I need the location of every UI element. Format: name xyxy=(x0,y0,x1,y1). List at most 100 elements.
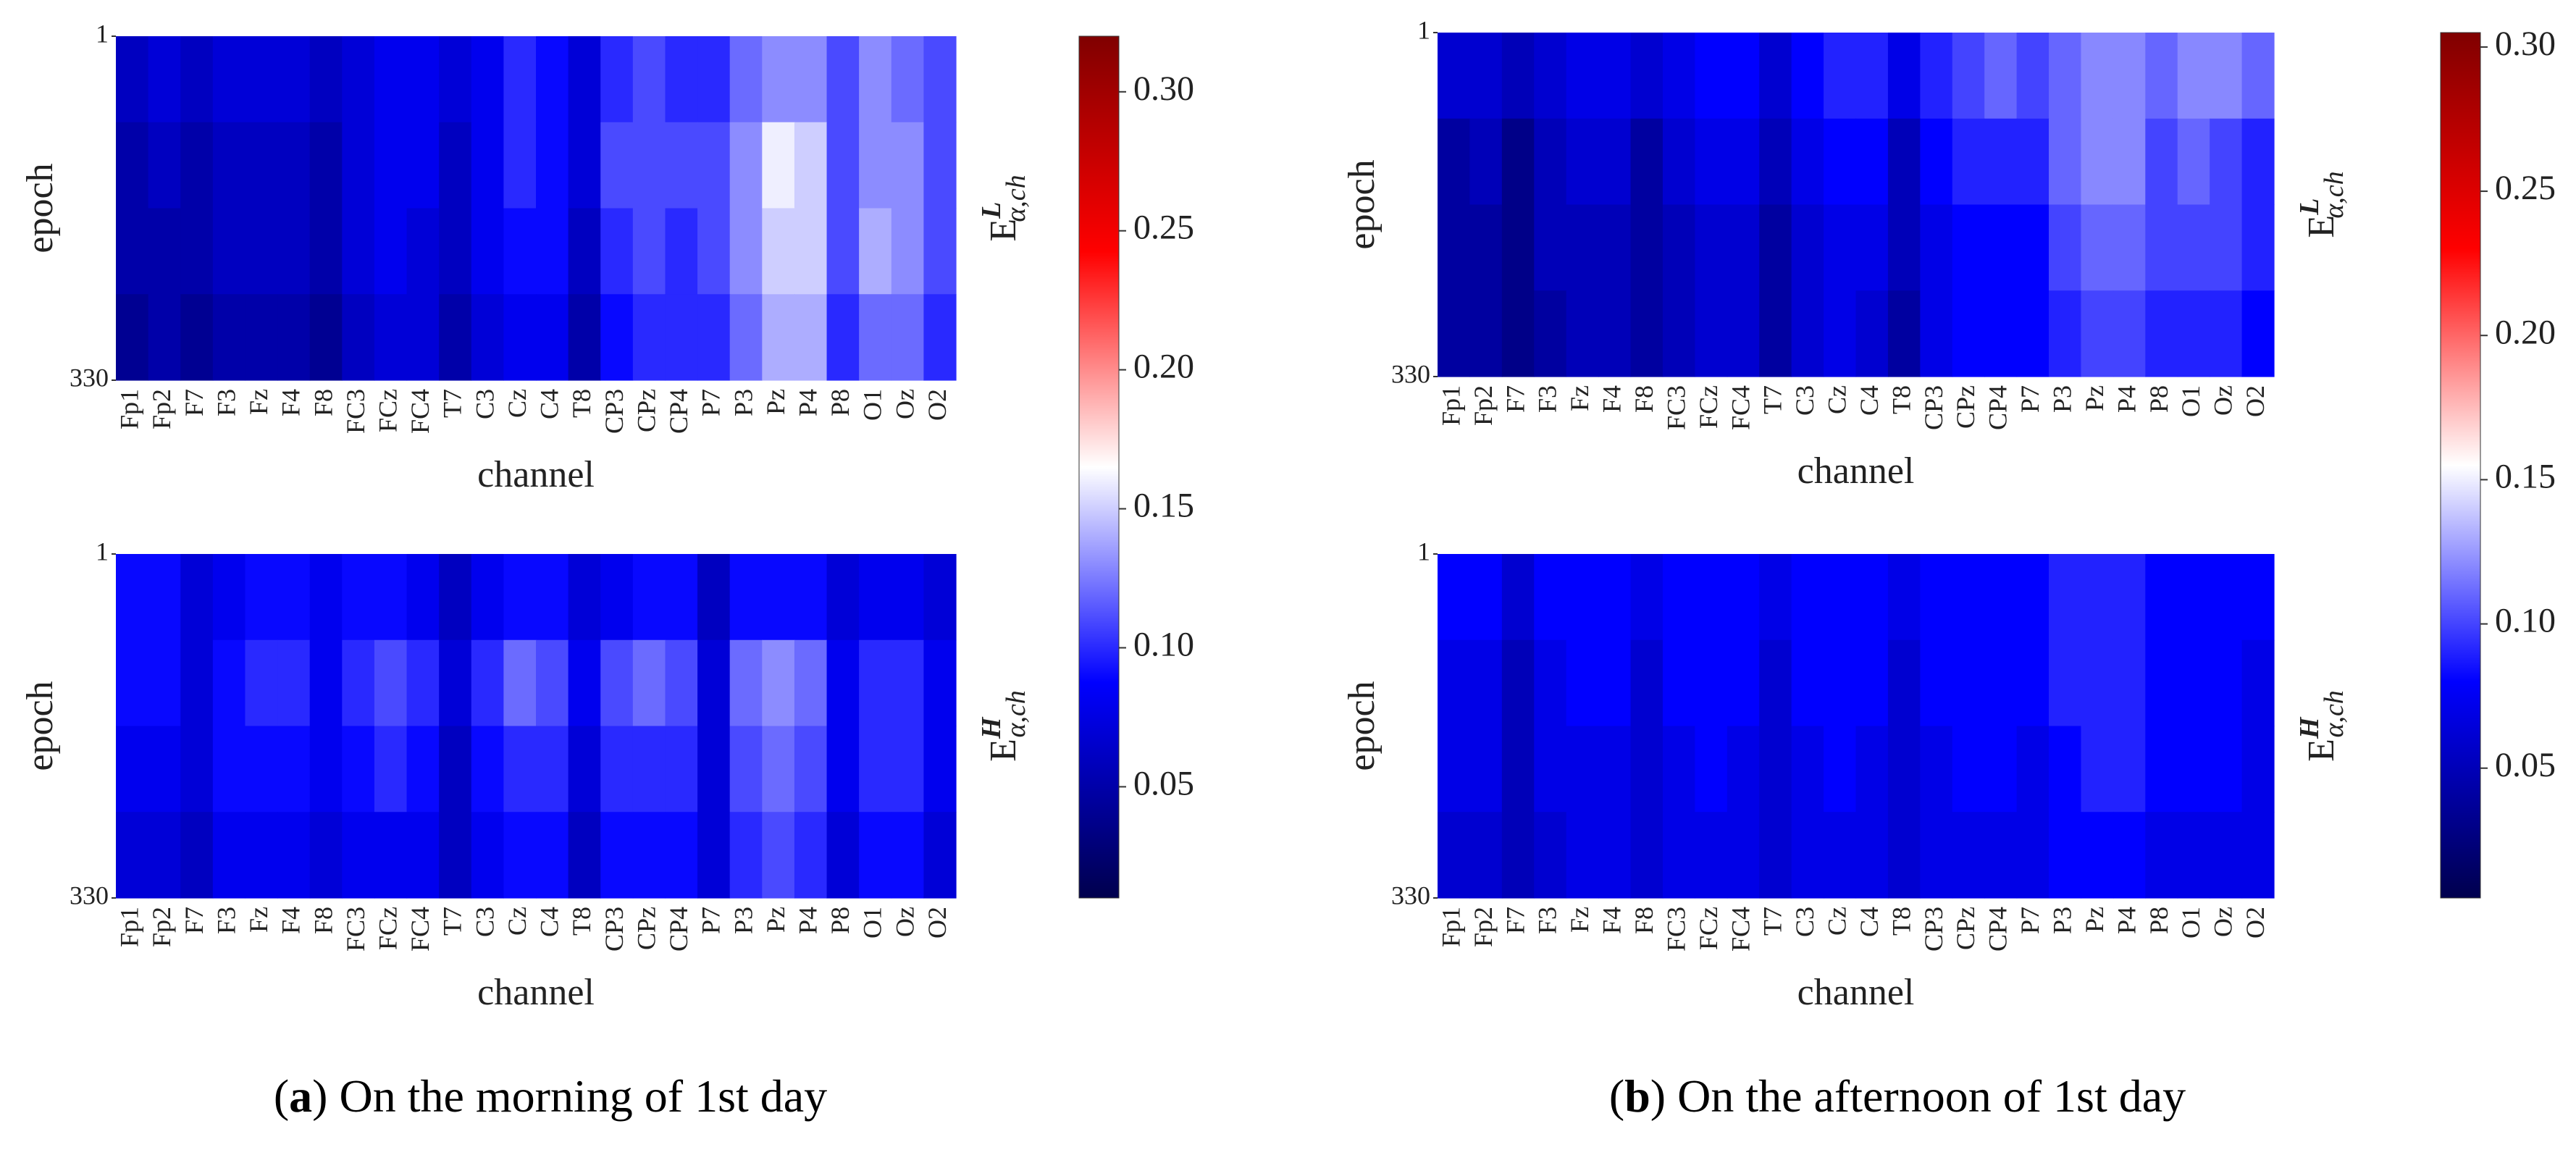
heatmap-cell xyxy=(1566,204,1599,291)
caption-a: (a) On the morning of 1st day xyxy=(274,1070,827,1122)
heatmap-cell xyxy=(2241,33,2275,119)
heatmap-cell xyxy=(309,208,343,295)
heatmap-cell xyxy=(1727,204,1760,291)
heatmap-cell xyxy=(826,294,860,381)
heatmap-cell xyxy=(374,208,408,295)
x-tick-label: F4 xyxy=(1598,385,1627,413)
heatmap-cell xyxy=(729,639,763,727)
heatmap-cell xyxy=(1566,554,1599,641)
x-tick-label: O1 xyxy=(2176,385,2205,417)
heatmap-cell xyxy=(1920,118,1953,206)
x-tick-label: FC3 xyxy=(1661,907,1690,952)
heatmap-cell xyxy=(2081,118,2114,206)
heatmap-cell xyxy=(212,726,246,813)
heatmap-cell xyxy=(1791,118,1824,206)
heatmap-cell xyxy=(1566,290,1599,377)
heatmap-cell xyxy=(1824,554,1857,641)
heatmap-cell xyxy=(891,812,924,899)
heatmap-cell xyxy=(116,122,149,209)
heatmap-cell xyxy=(1630,204,1664,291)
heatmap-cell xyxy=(116,726,149,813)
heatmap-cell xyxy=(794,122,828,209)
heatmap-cell xyxy=(406,554,440,641)
heatmap-cell xyxy=(1887,204,1921,291)
heatmap-cell xyxy=(1984,554,2018,641)
colorbar-label: EHα,ch xyxy=(2294,690,2349,762)
colorbar xyxy=(2440,32,2481,899)
heatmap-cell xyxy=(342,36,375,123)
x-tick-label: F4 xyxy=(277,907,306,934)
x-tick-label: Fz xyxy=(1565,385,1594,411)
heatmap-cell xyxy=(2145,726,2178,813)
x-tick-label: Fp2 xyxy=(147,907,176,947)
heatmap-cell xyxy=(212,639,246,727)
heatmap-cell xyxy=(277,812,311,899)
heatmap-cell xyxy=(1824,204,1857,291)
caption-b: (b) On the afternoon of 1st day xyxy=(1609,1070,2186,1122)
heatmap-cell xyxy=(762,36,795,123)
heatmap-cell xyxy=(2145,554,2178,641)
heatmap-cell xyxy=(2081,204,2114,291)
heatmap-cell xyxy=(374,122,408,209)
heatmap-cell xyxy=(342,208,375,295)
heatmap-cell xyxy=(1791,554,1824,641)
heatmap-cell xyxy=(826,122,860,209)
x-tick-label: F3 xyxy=(211,389,240,416)
heatmap-cell xyxy=(1662,639,1695,727)
y-tick-label: 1 xyxy=(1417,537,1430,566)
heatmap-cell xyxy=(1887,33,1921,119)
heatmap-cell xyxy=(923,639,957,727)
heatmap-cell xyxy=(729,812,763,899)
heatmap-cell xyxy=(309,726,343,813)
heatmap-cell xyxy=(1824,33,1857,119)
colorbar-tick-label: 0.05 xyxy=(2495,746,2556,784)
x-tick-label: Fp1 xyxy=(115,907,144,947)
x-tick-label: T8 xyxy=(567,907,596,936)
x-tick-label: F8 xyxy=(309,389,337,416)
heatmap-cell xyxy=(503,36,537,123)
x-tick-label: CP4 xyxy=(1984,907,2013,952)
heatmap-cell xyxy=(374,726,408,813)
heatmap-cell xyxy=(2081,812,2114,899)
heatmap-cell xyxy=(180,554,214,641)
heatmap-cell xyxy=(1791,204,1824,291)
heatmap-cell xyxy=(536,294,569,381)
heatmap-cell xyxy=(665,554,698,641)
heatmap-cell xyxy=(729,208,763,295)
heatmap-cell xyxy=(2145,812,2178,899)
heatmap-cell xyxy=(309,639,343,727)
heatmap-cell xyxy=(471,639,504,727)
heatmap-cell xyxy=(2049,204,2082,291)
heatmap-cell xyxy=(2241,204,2275,291)
x-tick-label: P7 xyxy=(2015,907,2044,934)
heatmap-cell xyxy=(794,812,828,899)
heatmap-cell xyxy=(277,294,311,381)
heatmap-cell xyxy=(116,639,149,727)
heatmap-cell xyxy=(1759,726,1792,813)
label-base: E xyxy=(983,219,1024,242)
heatmap-cell xyxy=(826,208,860,295)
heatmap-cell xyxy=(277,726,311,813)
heatmap-cell xyxy=(2016,554,2050,641)
heatmap-cell xyxy=(1984,726,2018,813)
x-tick-label: T7 xyxy=(1758,907,1787,936)
x-tick-label: Pz xyxy=(761,389,790,415)
heatmap-cell xyxy=(2016,33,2050,119)
heatmap-cell xyxy=(1630,290,1664,377)
heatmap-cell xyxy=(697,208,731,295)
heatmap-cell xyxy=(374,36,408,123)
heatmap-cell xyxy=(2049,639,2082,727)
heatmap-cell xyxy=(1630,639,1664,727)
heatmap-cell xyxy=(1855,639,1889,727)
heatmap-cell xyxy=(697,639,731,727)
heatmap-cell xyxy=(1759,118,1792,206)
colorbar xyxy=(1078,35,1120,899)
heatmap-cell xyxy=(471,812,504,899)
heatmap-cell xyxy=(1920,812,1953,899)
heatmap-cell xyxy=(2241,639,2275,727)
heatmap-cell xyxy=(1920,290,1953,377)
x-tick-label: T8 xyxy=(1887,385,1916,414)
heatmap-cell xyxy=(859,294,892,381)
heatmap-cell xyxy=(116,294,149,381)
x-tick-label: O1 xyxy=(2176,907,2205,939)
